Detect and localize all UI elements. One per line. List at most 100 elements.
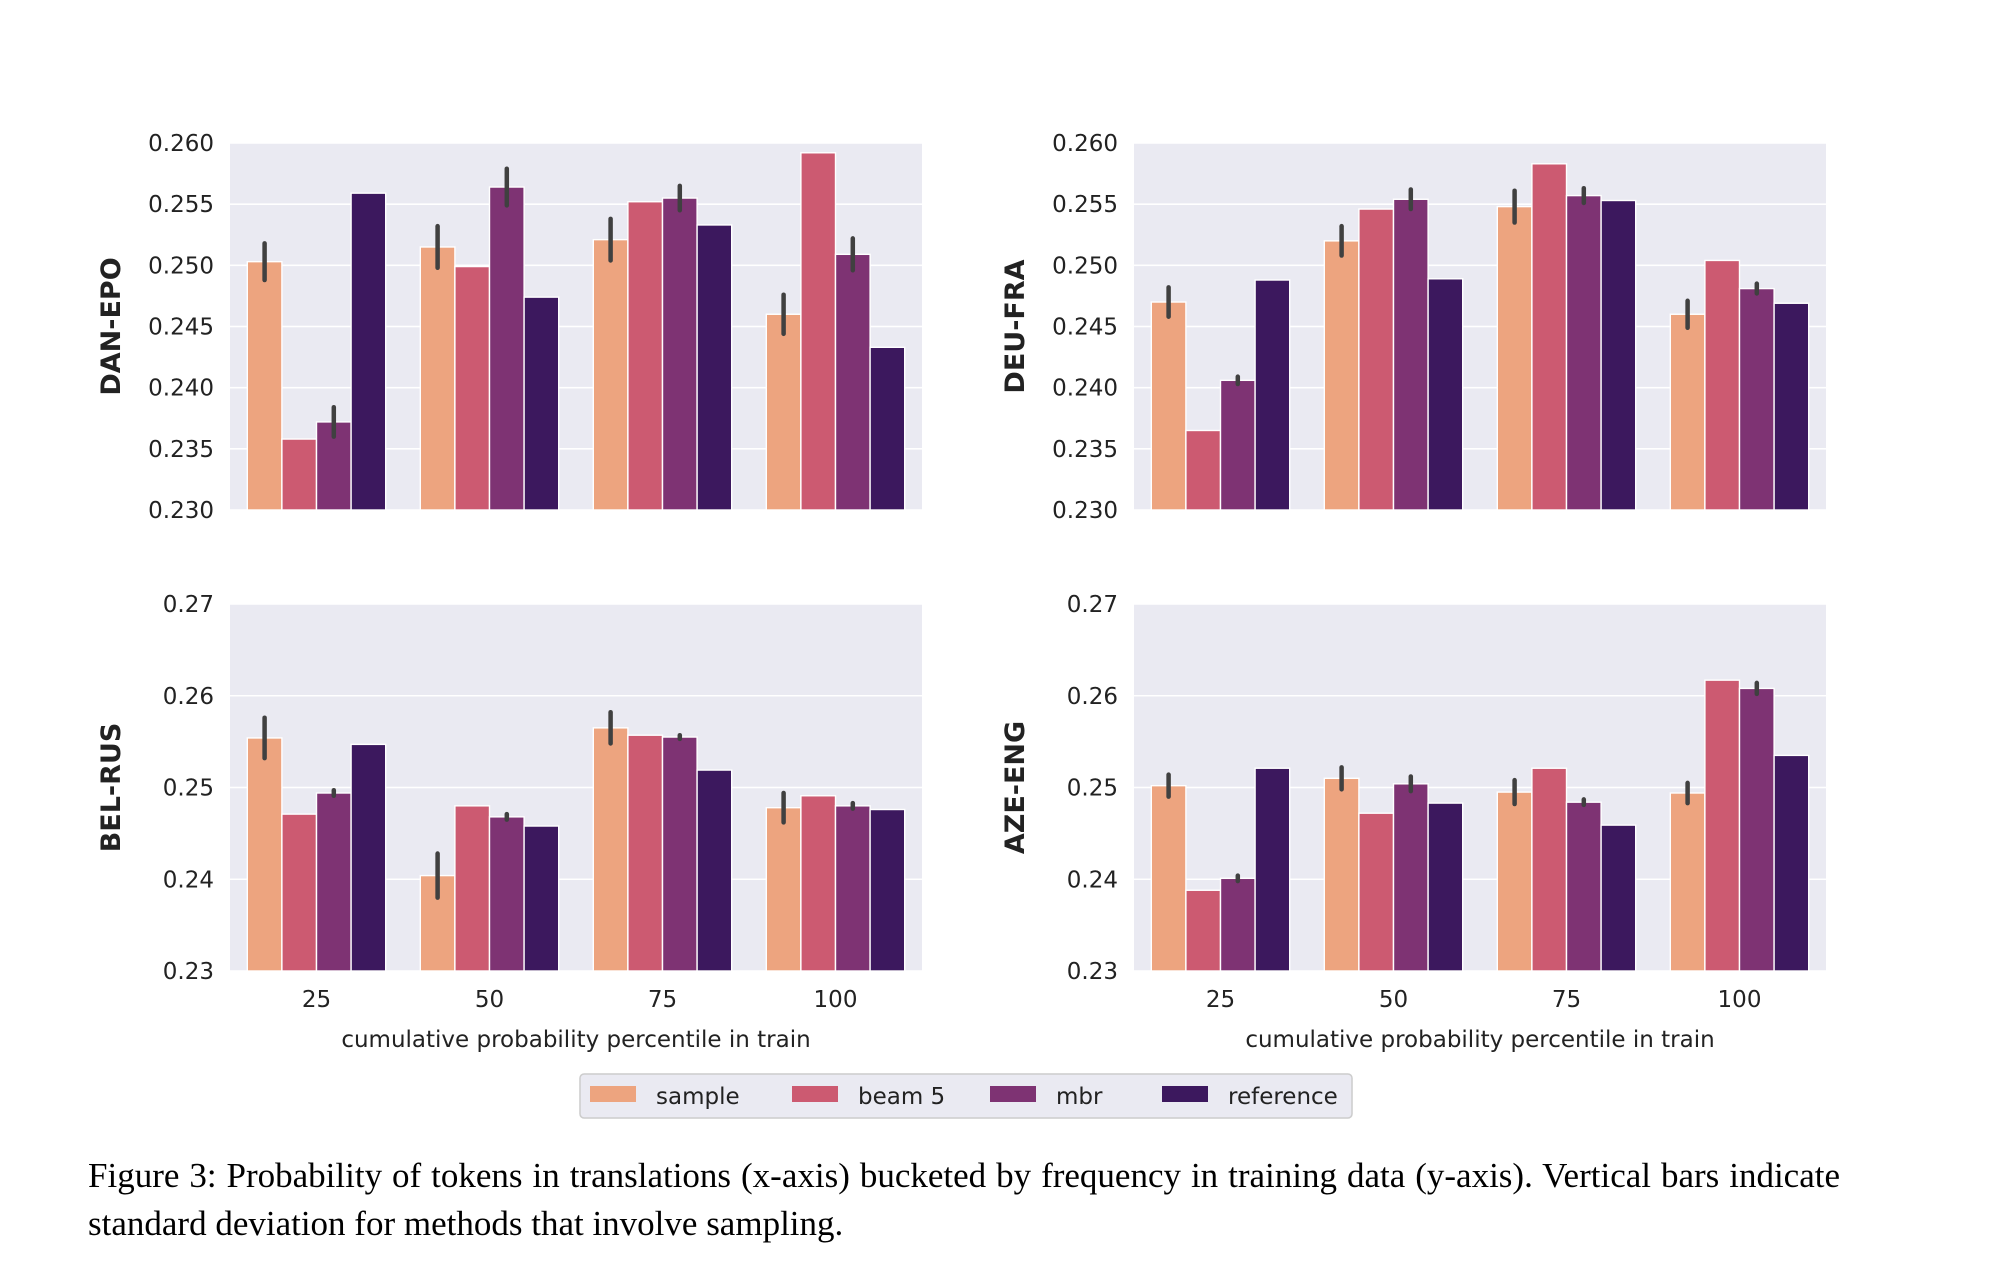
legend-label: sample bbox=[656, 1084, 740, 1110]
bar-beam-5-100 bbox=[800, 795, 837, 972]
bar-sample-50 bbox=[419, 246, 456, 511]
bar-mbr-25 bbox=[1219, 379, 1256, 511]
y-tick-label: 0.25 bbox=[1067, 776, 1118, 802]
y-tick-label: 0.245 bbox=[1052, 315, 1118, 341]
legend-box bbox=[579, 1073, 1353, 1119]
legend-label: mbr bbox=[1056, 1084, 1103, 1110]
x-tick-label: 75 bbox=[1552, 987, 1581, 1013]
bar-reference-50 bbox=[523, 825, 560, 972]
bar-reference-50 bbox=[1427, 802, 1464, 972]
y-axis-label: DEU-FRA bbox=[1000, 259, 1031, 393]
y-tick-label: 0.250 bbox=[148, 253, 214, 279]
bar-reference-75 bbox=[1600, 824, 1637, 972]
bar-mbr-50 bbox=[1392, 198, 1429, 511]
x-tick-label: 25 bbox=[1206, 987, 1235, 1013]
y-tick-label: 0.24 bbox=[1067, 867, 1118, 893]
bar-sample-75 bbox=[1496, 205, 1533, 511]
y-tick-label: 0.250 bbox=[1052, 253, 1118, 279]
y-axis-label: DAN-EPO bbox=[96, 257, 127, 395]
y-tick-label: 0.26 bbox=[1067, 684, 1118, 710]
bar-beam-5-75 bbox=[1531, 767, 1568, 972]
bar-sample-100 bbox=[765, 806, 802, 972]
bar-sample-75 bbox=[592, 238, 629, 511]
y-tick-label: 0.27 bbox=[163, 592, 214, 618]
y-tick-label: 0.260 bbox=[148, 131, 214, 157]
bar-mbr-50 bbox=[488, 186, 525, 511]
y-tick-label: 0.23 bbox=[1067, 959, 1118, 985]
bar-sample-50 bbox=[1323, 777, 1360, 972]
bar-beam-5-50 bbox=[454, 805, 491, 972]
bar-beam-5-25 bbox=[1185, 429, 1222, 511]
legend-label: reference bbox=[1228, 1084, 1338, 1110]
bar-reference-75 bbox=[1600, 199, 1637, 511]
bar-reference-100 bbox=[869, 808, 906, 972]
bar-beam-5-25 bbox=[281, 438, 318, 511]
bar-reference-25 bbox=[1254, 279, 1291, 511]
legend-swatch-sample bbox=[590, 1086, 636, 1102]
y-tick-label: 0.235 bbox=[1052, 437, 1118, 463]
y-tick-label: 0.240 bbox=[1052, 376, 1118, 402]
y-tick-label: 0.230 bbox=[148, 498, 214, 524]
y-tick-label: 0.255 bbox=[1052, 192, 1118, 218]
bar-sample-100 bbox=[1669, 792, 1706, 972]
legend-swatch-reference bbox=[1162, 1086, 1208, 1102]
y-tick-label: 0.260 bbox=[1052, 131, 1118, 157]
panel-deu-fra: 0.230 0.235 0.240 0.245 0.250 0.255 0.260 DEU-F… bbox=[1000, 131, 1826, 524]
bar-mbr-75 bbox=[661, 197, 698, 511]
figure-caption: Figure 3: Probability of tokens in trans… bbox=[88, 1156, 1840, 1243]
x-tick-label: 75 bbox=[648, 987, 677, 1013]
bar-mbr-100 bbox=[1738, 687, 1775, 972]
bar-sample-25 bbox=[1150, 784, 1187, 972]
y-tick-label: 0.245 bbox=[148, 315, 214, 341]
bar-sample-25 bbox=[1150, 301, 1187, 511]
bar-reference-25 bbox=[1254, 767, 1291, 972]
x-tick-label: 25 bbox=[302, 987, 331, 1013]
y-tick-label: 0.240 bbox=[148, 376, 214, 402]
bar-beam-5-50 bbox=[454, 265, 491, 511]
bar-mbr-75 bbox=[1565, 801, 1602, 972]
bar-sample-25 bbox=[246, 737, 283, 972]
x-tick-label: 50 bbox=[1379, 987, 1408, 1013]
panel-aze-eng: 0.23 0.24 0.25 0.26 0.27 25 50 75 100 AZE-ENG cumu… bbox=[1000, 592, 1826, 1053]
bar-beam-5-100 bbox=[800, 152, 837, 511]
bar-sample-100 bbox=[765, 313, 802, 511]
y-tick-label: 0.27 bbox=[1067, 592, 1118, 618]
panel-dan-epo: 0.230 0.235 0.240 0.245 0.250 0.255 0.260 DAN-E… bbox=[96, 131, 922, 524]
bar-beam-5-75 bbox=[627, 201, 664, 511]
bar-reference-100 bbox=[1773, 302, 1810, 511]
bar-reference-75 bbox=[696, 224, 733, 511]
bar-reference-75 bbox=[696, 769, 733, 972]
bar-reference-25 bbox=[350, 192, 387, 511]
y-tick-label: 0.23 bbox=[163, 959, 214, 985]
bar-mbr-25 bbox=[315, 792, 352, 972]
bar-beam-5-25 bbox=[281, 813, 318, 972]
y-tick-label: 0.25 bbox=[163, 776, 214, 802]
bar-sample-75 bbox=[1496, 791, 1533, 972]
x-axis-label: cumulative probability percentile in tra… bbox=[1245, 1027, 1714, 1053]
bar-reference-100 bbox=[869, 346, 906, 511]
legend-label: beam 5 bbox=[858, 1084, 945, 1110]
bar-mbr-100 bbox=[1738, 287, 1775, 511]
y-tick-label: 0.26 bbox=[163, 684, 214, 710]
bar-sample-50 bbox=[1323, 240, 1360, 511]
bar-sample-100 bbox=[1669, 313, 1706, 511]
bar-beam-5-50 bbox=[1358, 208, 1395, 511]
x-tick-label: 50 bbox=[475, 987, 504, 1013]
bar-beam-5-25 bbox=[1185, 889, 1222, 972]
bar-reference-50 bbox=[1427, 278, 1464, 511]
y-tick-label: 0.235 bbox=[148, 437, 214, 463]
bar-beam-5-100 bbox=[1704, 259, 1741, 511]
bar-reference-100 bbox=[1773, 754, 1810, 972]
bar-beam-5-75 bbox=[1531, 163, 1568, 511]
bar-reference-25 bbox=[350, 743, 387, 972]
bar-mbr-75 bbox=[661, 736, 698, 972]
bar-mbr-75 bbox=[1565, 194, 1602, 511]
bar-reference-50 bbox=[523, 296, 560, 511]
bar-beam-5-100 bbox=[1704, 679, 1741, 972]
y-tick-label: 0.24 bbox=[163, 867, 214, 893]
legend-swatch-beam-5 bbox=[792, 1086, 838, 1102]
bar-mbr-100 bbox=[834, 805, 871, 972]
panel-bel-rus: 0.23 0.24 0.25 0.26 0.27 25 50 75 100 BEL-RUS cumu… bbox=[96, 592, 922, 1053]
x-axis-label: cumulative probability percentile in tra… bbox=[341, 1027, 810, 1053]
legend: sample beam 5 mbr reference bbox=[579, 1073, 1353, 1119]
